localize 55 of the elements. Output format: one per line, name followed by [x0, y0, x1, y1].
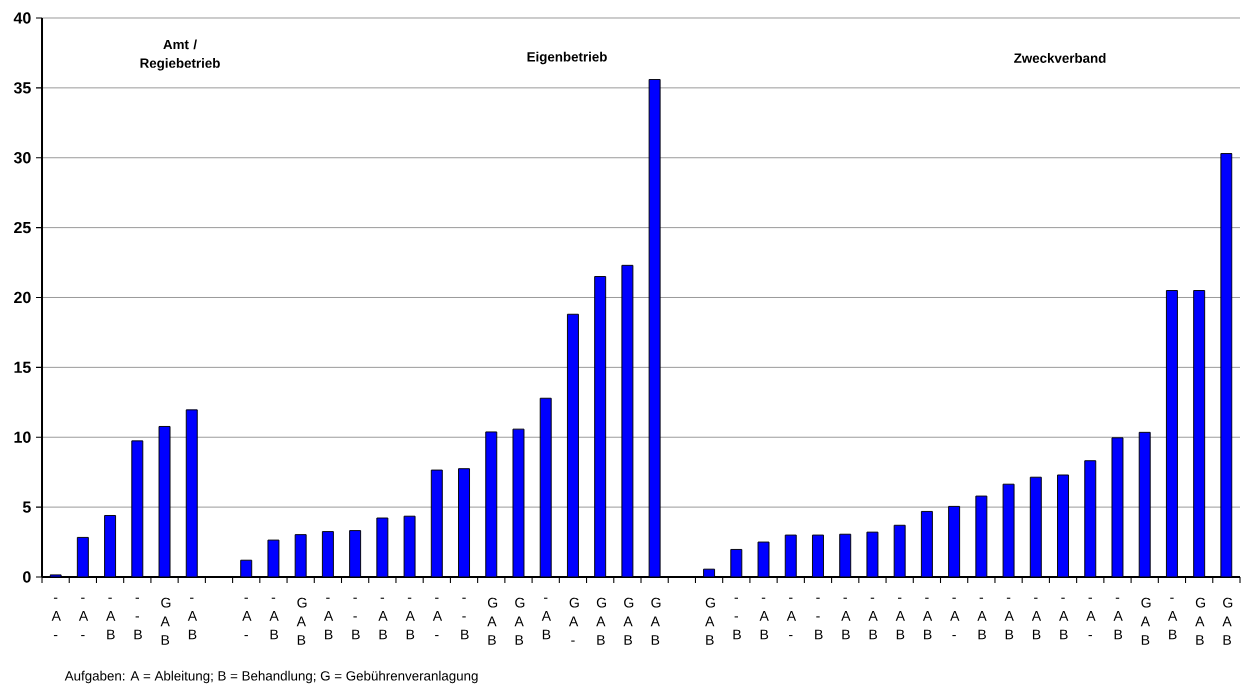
- x-tick-label: - A B: [1167, 597, 1178, 640]
- x-tick-label: G A B: [623, 597, 634, 645]
- x-tick-label: - A B: [405, 597, 415, 640]
- x-tick-label: G A B: [514, 597, 525, 645]
- x-tick-label: - A -: [786, 597, 797, 637]
- y-tick-label: 20: [14, 291, 31, 304]
- x-tick-label: - A B: [1031, 597, 1042, 640]
- x-tick-label: - A B: [895, 597, 905, 640]
- x-tick-label: G A B: [650, 597, 661, 645]
- annotation: Eigenbetrieb: [527, 51, 607, 65]
- x-tick-label: - A B: [1059, 597, 1069, 640]
- x-tick-label: - A -: [1086, 597, 1096, 637]
- x-tick-label: - A B: [922, 597, 933, 640]
- y-tick-label: 0: [23, 571, 31, 583]
- y-tick-label: 5: [22, 501, 31, 513]
- x-tick-label: - A B: [187, 597, 198, 640]
- x-tick-label: - A B: [323, 597, 334, 640]
- x-tick-label: - A B: [868, 597, 878, 640]
- x-tick-label: G A B: [160, 597, 171, 645]
- x-tick-label: - A -: [950, 597, 960, 637]
- y-tick-label: 40: [13, 12, 31, 24]
- category-label: - - B: [352, 597, 360, 640]
- x-tick-label: G A B: [1222, 597, 1233, 645]
- x-tick-label: - A -: [432, 597, 443, 637]
- x-tick-label: - A B: [106, 597, 116, 640]
- annotation: Amt / Regiebetrieb: [140, 39, 220, 71]
- x-tick-label: - A B: [1113, 597, 1123, 640]
- y-tick-label: 10: [14, 431, 31, 443]
- x-tick-label: G A B: [596, 597, 606, 645]
- x-tick-label: - A B: [841, 597, 851, 640]
- y-tick-label: 30: [13, 152, 31, 164]
- y-tick-label: 25: [14, 221, 31, 234]
- y-tick-label: 15: [14, 361, 31, 373]
- x-tick-label: G A B: [487, 597, 498, 645]
- x-tick-label: G A -: [568, 597, 579, 642]
- x-tick-label: - A B: [378, 597, 388, 640]
- x-tick-label: G A B: [1195, 597, 1205, 645]
- x-tick-label: G A B: [705, 597, 715, 645]
- x-tick-label: G A B: [1140, 597, 1151, 645]
- x-tick-label: - A B: [269, 597, 279, 640]
- x-tick-label: - A -: [51, 597, 61, 637]
- x-tick-label: - A B: [541, 597, 552, 640]
- x-tick-label: G A B: [296, 597, 307, 645]
- category-label: - - B: [815, 597, 823, 640]
- x-tick-label: - A B: [977, 597, 987, 640]
- x-tick-label: - A -: [242, 597, 252, 637]
- category-label: - - B: [461, 597, 469, 640]
- x-tick-label: - A B: [1004, 597, 1014, 640]
- category-label: - - B: [733, 597, 741, 640]
- x-tick-label: - A B: [759, 597, 769, 640]
- annotation: Zweckverband: [1014, 53, 1106, 63]
- category-label: - - B: [134, 597, 142, 640]
- x-tick-label: - A -: [78, 597, 89, 637]
- y-tick-label: 35: [13, 82, 31, 94]
- text: Aufgaben: A = Ableitung; B = Behandlung; G = Gebührenveranlagung: [64, 670, 478, 684]
